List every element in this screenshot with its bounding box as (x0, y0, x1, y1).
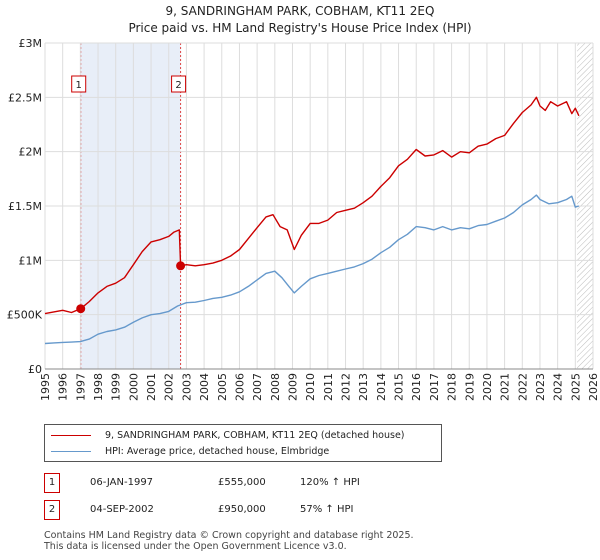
y-tick-label: £500K (7, 309, 43, 322)
y-tick-label: £2M (19, 146, 43, 159)
sale-point-2 (176, 261, 186, 271)
y-tick-label: £1M (19, 254, 43, 267)
x-tick-label: 2005 (216, 373, 229, 401)
x-tick-label: 2000 (127, 373, 140, 401)
y-tick-label: £3M (19, 37, 43, 50)
sale-hpi-2: 57% ↑ HPI (300, 504, 354, 515)
sale-badge-1: 1 (44, 473, 60, 493)
attribution-line2: This data is licensed under the Open Gov… (44, 541, 347, 552)
x-tick-label: 2018 (446, 373, 459, 401)
sale-date-2: 04-SEP-2002 (90, 504, 154, 515)
sale-badge-2: 2 (44, 500, 60, 520)
x-tick-label: 2023 (534, 373, 547, 401)
property-price-line (44, 96, 580, 315)
chart-title-line2: Price paid vs. HM Land Registry's House … (128, 21, 472, 35)
x-tick-label: 2020 (481, 373, 494, 401)
sale-price-1: £555,000 (218, 477, 266, 488)
chart-title: 9, SANDRINGHAM PARK, COBHAM, KT11 2EQ Pr… (0, 3, 600, 37)
x-tick-label: 2022 (516, 373, 529, 401)
sale-price-2: £950,000 (218, 504, 266, 515)
x-tick-label: 2010 (304, 373, 317, 401)
chart-legend: 9, SANDRINGHAM PARK, COBHAM, KT11 2EQ (d… (44, 424, 442, 462)
x-tick-label: 1999 (110, 373, 123, 401)
x-tick-label: 1995 (39, 373, 52, 401)
x-tick-label: 2001 (145, 373, 158, 401)
x-tick-label: 2002 (163, 373, 176, 401)
x-tick-label: 2024 (552, 373, 565, 401)
sale-label-2: 2 (175, 80, 181, 91)
price-chart: 1 2 £0 £500K £1M £1.5M £2M £2.5M £3M 1995 1996 199… (7, 37, 600, 401)
x-tick-label: 2004 (198, 373, 211, 401)
x-tick-label: 2016 (410, 373, 423, 401)
sale-hpi-1: 120% ↑ HPI (300, 477, 360, 488)
x-tick-label: 2011 (322, 373, 335, 401)
x-tick-label: 2003 (180, 373, 193, 401)
x-tick-label: 1997 (74, 373, 87, 401)
legend-item-hpi: HPI: Average price, detached house, Elmb… (51, 444, 329, 460)
x-tick-label: 2009 (286, 373, 299, 401)
sale-label-box-2 (171, 75, 187, 93)
legend-swatch-property (51, 435, 91, 436)
x-tick-label: 2019 (463, 373, 476, 401)
x-tick-label: 2015 (393, 373, 406, 401)
x-tick-label: 2012 (340, 373, 353, 401)
y-tick-label: £0 (28, 363, 42, 376)
x-tick-label: 2006 (233, 373, 246, 401)
legend-item-property: 9, SANDRINGHAM PARK, COBHAM, KT11 2EQ (d… (51, 428, 405, 444)
y-tick-label: £2.5M (8, 91, 42, 104)
chart-title-line1: 9, SANDRINGHAM PARK, COBHAM, KT11 2EQ (165, 4, 435, 18)
x-tick-label: 2008 (269, 373, 282, 401)
x-tick-label: 2026 (587, 373, 600, 401)
x-tick-label: 2014 (375, 373, 388, 401)
legend-label-property: 9, SANDRINGHAM PARK, COBHAM, KT11 2EQ (d… (105, 430, 405, 441)
sale-label-1: 1 (76, 80, 82, 91)
x-tick-label: 2017 (428, 373, 441, 401)
y-tick-label: £1.5M (8, 200, 42, 213)
sale-point-1 (76, 304, 86, 314)
x-tick-label: 2013 (357, 373, 370, 401)
hpi-line (44, 194, 580, 345)
x-tick-label: 1996 (57, 373, 70, 401)
x-tick-label: 1998 (92, 373, 105, 401)
legend-swatch-hpi (51, 451, 91, 452)
x-tick-label: 2025 (569, 373, 582, 401)
legend-label-hpi: HPI: Average price, detached house, Elmb… (105, 446, 330, 457)
sale-label-box-1 (71, 75, 87, 93)
attribution-footer: Contains HM Land Registry data © Crown c… (44, 530, 414, 552)
x-tick-label: 2021 (499, 373, 512, 401)
x-tick-label: 2007 (251, 373, 264, 401)
attribution-line1: Contains HM Land Registry data © Crown c… (44, 530, 414, 541)
sale-date-1: 06-JAN-1997 (90, 477, 154, 488)
